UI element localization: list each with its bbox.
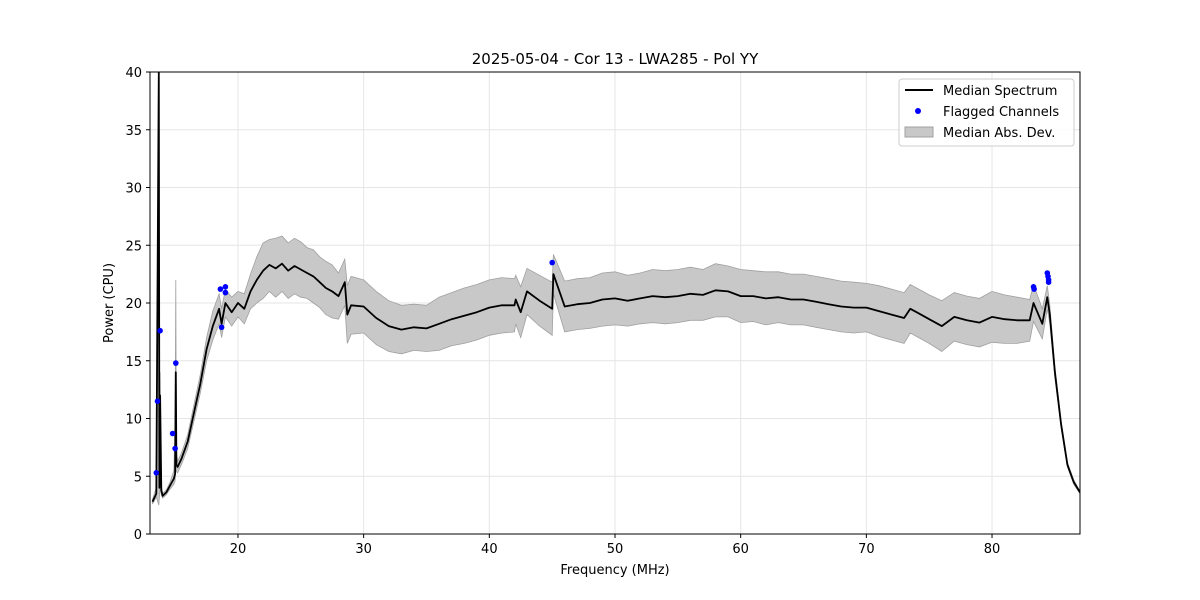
x-tick-label: 40: [481, 542, 498, 557]
flagged-channel-point: [222, 284, 229, 290]
flagged-channel-point: [1031, 286, 1037, 292]
x-tick-label: 70: [858, 542, 875, 557]
flagged-channel-point: [218, 324, 225, 331]
flagged-channel-point: [172, 445, 178, 452]
x-tick-label: 20: [230, 542, 247, 557]
y-tick-label: 5: [134, 470, 142, 485]
flagged-channel-point: [153, 470, 160, 476]
legend-flagged-marker: [915, 108, 921, 114]
x-tick-label: 80: [984, 542, 1001, 557]
mad-band: [152, 210, 1080, 506]
flagged-channel-point: [157, 327, 163, 334]
y-tick-label: 10: [125, 413, 142, 428]
flagged-channel-point: [222, 289, 229, 296]
flagged-channel-point: [154, 398, 161, 405]
legend-flagged-label: Flagged Channels: [943, 105, 1059, 120]
y-tick-label: 15: [125, 355, 142, 370]
legend: Median Spectrum Flagged Channels Median …: [898, 78, 1075, 147]
y-tick-label: 40: [125, 66, 142, 81]
x-tick-label: 50: [607, 542, 624, 557]
flagged-channel-point: [549, 259, 555, 266]
flagged-channel-point: [1045, 279, 1052, 286]
plot-area: [151, 72, 1080, 506]
y-tick-label: 25: [125, 239, 142, 254]
median-spectrum-line: [151, 72, 1080, 503]
flagged-channel-point: [169, 430, 176, 437]
y-tick-label: 20: [125, 297, 142, 312]
flagged-channel-point: [217, 286, 224, 292]
y-axis-label: Power (CPU): [102, 263, 117, 343]
legend-mad-label: Median Abs. Dev.: [943, 126, 1055, 141]
y-tick-label: 35: [125, 124, 142, 139]
axis-ticks: 20 30 40 50 60 70 80 0 5 10 15 20 25 30 35 40: [125, 66, 1000, 557]
legend-median-label: Median Spectrum: [943, 84, 1057, 99]
y-tick-label: 30: [125, 182, 142, 197]
x-tick-label: 60: [732, 542, 749, 557]
legend-box: [898, 78, 1075, 147]
x-axis-label: Frequency (MHz): [560, 563, 669, 578]
x-tick-label: 30: [355, 542, 372, 557]
flagged-channel-point: [173, 360, 179, 366]
chart-title: 2025-05-04 - Cor 13 - LWA285 - Pol YY: [472, 50, 759, 68]
legend-mad-swatch: [904, 126, 934, 138]
y-tick-label: 0: [134, 528, 142, 543]
